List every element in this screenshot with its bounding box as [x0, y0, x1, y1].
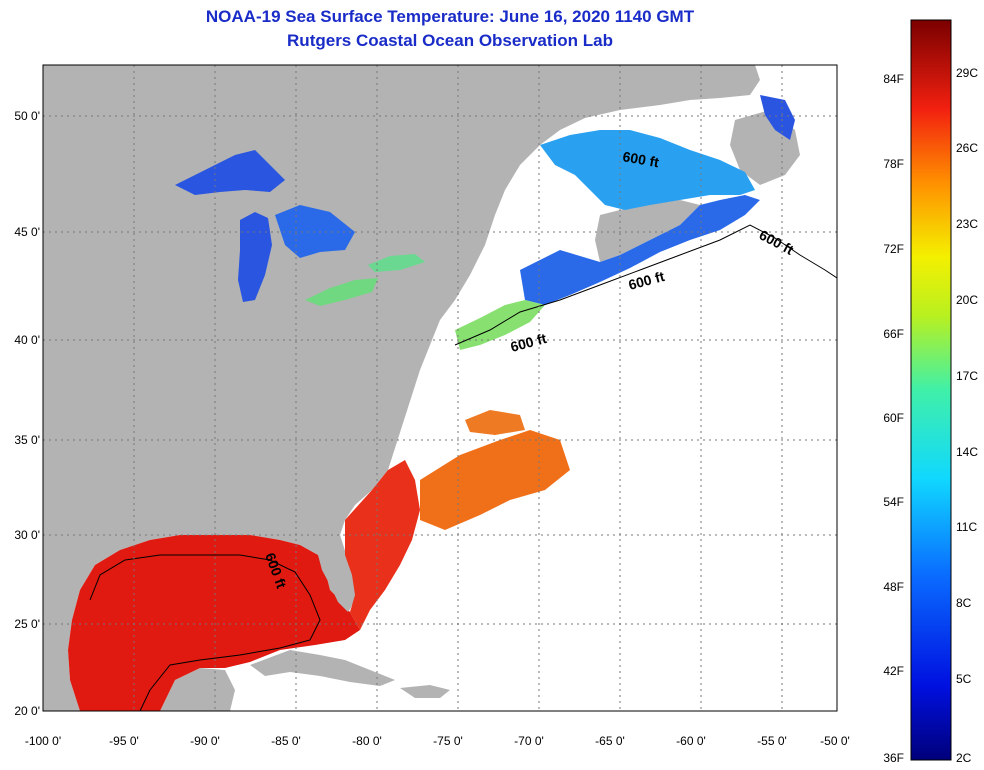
chart-title: NOAA-19 Sea Surface Temperature: June 16…: [205, 7, 695, 26]
fahrenheit-tick: 36F: [883, 751, 904, 765]
land-yucatan: [160, 668, 235, 711]
celsius-tick: 20C: [956, 293, 978, 307]
fahrenheit-tick: 54F: [883, 495, 904, 509]
fahrenheit-tick: 84F: [883, 72, 904, 86]
lake-huron: [275, 205, 355, 258]
latitude-labels: 50 0' 45 0' 40 0' 35 0' 30 0' 25 0' 20 0…: [14, 109, 40, 718]
gulf-of-st-lawrence-cold: [540, 130, 755, 210]
lon-label: -75 0': [433, 734, 463, 748]
lake-erie: [305, 278, 378, 306]
colorbar-celsius-labels: 29C 26C 23C 20C 17C 14C 11C 8C 5C 2C: [956, 66, 978, 765]
graticule: [43, 65, 837, 711]
lon-label: -60 0': [676, 734, 706, 748]
lake-ontario: [368, 254, 425, 272]
lon-label: -85 0': [271, 734, 301, 748]
gulf-of-maine-cold: [520, 195, 760, 305]
lat-label: 25 0': [14, 617, 40, 631]
celsius-tick: 5C: [956, 672, 972, 686]
fahrenheit-tick: 78F: [883, 157, 904, 171]
celsius-tick: 26C: [956, 141, 978, 155]
lon-label: -100 0': [25, 734, 61, 748]
lon-label: -55 0': [757, 734, 787, 748]
fahrenheit-tick: 60F: [883, 411, 904, 425]
lat-label: 50 0': [14, 109, 40, 123]
celsius-tick: 14C: [956, 445, 978, 459]
land-nova-scotia: [595, 200, 700, 262]
land-cuba: [250, 650, 395, 686]
lon-label: -65 0': [595, 734, 625, 748]
celsius-tick: 11C: [956, 520, 977, 534]
lon-label: -80 0': [352, 734, 382, 748]
celsius-tick: 29C: [956, 66, 978, 80]
gulf-of-mexico-warm: [68, 535, 360, 711]
lon-label: -95 0': [109, 734, 139, 748]
lat-label: 30 0': [14, 528, 40, 542]
lat-label: 40 0': [14, 333, 40, 347]
celsius-tick: 8C: [956, 596, 972, 610]
newfoundland-coast-cold: [760, 95, 795, 140]
lat-label: 20 0': [14, 704, 40, 718]
land-north-america: [43, 65, 760, 711]
colorbar-fahrenheit-labels: 84F 78F 72F 66F 60F 54F 48F 42F 36F: [883, 72, 904, 765]
fahrenheit-tick: 72F: [883, 242, 904, 256]
mid-atlantic-shelf-cool: [455, 300, 545, 350]
offshore-warm-patches-2: [465, 410, 525, 435]
isobath-600ft-gulf: [89, 554, 321, 711]
fahrenheit-tick: 42F: [883, 664, 904, 678]
lat-label: 35 0': [14, 433, 40, 447]
celsius-tick: 2C: [956, 751, 972, 765]
celsius-tick: 17C: [956, 369, 978, 383]
longitude-labels: -100 0' -95 0' -90 0' -85 0' -80 0' -75 …: [25, 734, 850, 748]
land-hispaniola: [400, 685, 450, 698]
fahrenheit-tick: 48F: [883, 580, 904, 594]
map-frame: [42, 64, 838, 712]
lake-michigan: [238, 212, 272, 302]
fahrenheit-tick: 66F: [883, 327, 904, 341]
contour-label: 600 ft: [621, 148, 660, 170]
lake-superior: [175, 150, 285, 195]
gulf-stream-warm: [345, 460, 420, 630]
celsius-tick: 23C: [956, 217, 978, 231]
lon-label: -70 0': [514, 734, 544, 748]
chart-subtitle: Rutgers Coastal Ocean Observation Lab: [287, 31, 613, 50]
colorbar: [910, 19, 952, 761]
isobath-600ft-north: [454, 224, 837, 346]
lat-label: 45 0': [14, 225, 40, 239]
lon-label: -90 0': [190, 734, 220, 748]
lon-label: -50 0': [820, 734, 850, 748]
